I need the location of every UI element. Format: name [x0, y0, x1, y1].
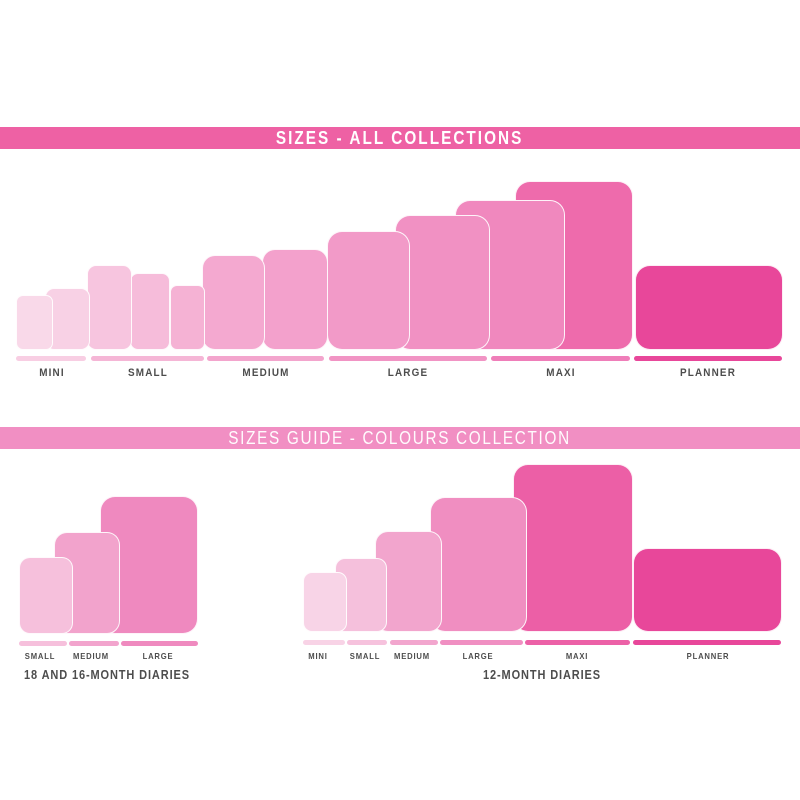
- all-collections-mini-underline: [16, 356, 86, 361]
- all-collections-small-book: [130, 273, 170, 350]
- colours-12-month-large-underline: [440, 640, 523, 645]
- all-collections-large-book: [395, 215, 490, 350]
- all-collections-small-underline: [91, 356, 204, 361]
- colours-12-month-mini-underline: [303, 640, 345, 645]
- all-collections-small-book: [87, 265, 132, 350]
- all-collections-medium-underline: [207, 356, 324, 361]
- colours-collection-header-bar: SIZES GUIDE - COLOURS COLLECTION: [0, 427, 800, 449]
- colours-18-16-month-medium-book: [54, 532, 120, 634]
- all-collections-medium-book: [202, 255, 265, 350]
- colours-12-month-planner-label: PLANNER: [686, 651, 730, 661]
- all-collections-maxi-book: [515, 181, 633, 350]
- colours-12-month-medium-underline: [390, 640, 438, 645]
- colours-12-month-caption: 12-MONTH DIARIES: [483, 668, 601, 682]
- colours-12-month-medium-label: MEDIUM: [394, 651, 430, 661]
- colours-12-month-maxi-book: [513, 464, 633, 632]
- colours-18-16-month-small-underline: [19, 641, 67, 646]
- colours-12-month-medium-book: [375, 531, 442, 632]
- all-collections-maxi-book: [455, 200, 565, 350]
- colours-18-16-month-small-label: SMALL: [24, 651, 56, 661]
- colours-12-month-large-book: [430, 497, 527, 632]
- colours-12-month-maxi-underline: [525, 640, 630, 645]
- all-collections-planner-label: PLANNER: [679, 367, 737, 379]
- colours-12-month-small-label: SMALL: [349, 651, 381, 661]
- all-collections-header-title: SIZES - ALL COLLECTIONS: [276, 127, 524, 148]
- colours-12-month-mini-book: [303, 572, 347, 632]
- all-collections-planner-book: [635, 265, 783, 350]
- colours-12-month-maxi-label: MAXI: [565, 651, 589, 661]
- all-collections-maxi-label: MAXI: [546, 367, 576, 379]
- all-collections-small-book: [170, 285, 205, 350]
- all-collections-small-label: SMALL: [128, 367, 168, 379]
- colours-12-month-large-label: LARGE: [462, 651, 494, 661]
- colours-12-month-planner-underline: [633, 640, 781, 645]
- colours-12-month-mini-label: MINI: [308, 651, 328, 661]
- colours-18-16-month-large-label: LARGE: [142, 651, 174, 661]
- colours-18-16-month-large-underline: [121, 641, 198, 646]
- colours-18-16-month-large-book: [100, 496, 198, 634]
- all-collections-large-book: [327, 231, 410, 350]
- colours-18-16-month-medium-underline: [69, 641, 119, 646]
- colours-12-month-small-underline: [347, 640, 387, 645]
- all-collections-planner-underline: [634, 356, 782, 361]
- all-collections-medium-book: [262, 249, 328, 350]
- all-collections-mini-book: [16, 295, 53, 350]
- colours-18-16-month-medium-label: MEDIUM: [73, 651, 109, 661]
- colours-12-month-small-book: [335, 558, 387, 632]
- all-collections-mini-book: [45, 288, 90, 350]
- all-collections-maxi-underline: [491, 356, 630, 361]
- all-collections-large-underline: [329, 356, 487, 361]
- colours-18-16-month-small-book: [19, 557, 73, 634]
- all-collections-large-label: LARGE: [387, 367, 429, 379]
- colours-collection-header-title: SIZES GUIDE - COLOURS COLLECTION: [228, 427, 572, 448]
- colours-12-month-planner-book: [633, 548, 782, 632]
- all-collections-header-bar: SIZES - ALL COLLECTIONS: [0, 127, 800, 149]
- all-collections-mini-label: MINI: [39, 367, 65, 379]
- all-collections-medium-label: MEDIUM: [242, 367, 290, 379]
- colours-18-16-month-caption: 18 AND 16-MONTH DIARIES: [24, 668, 190, 682]
